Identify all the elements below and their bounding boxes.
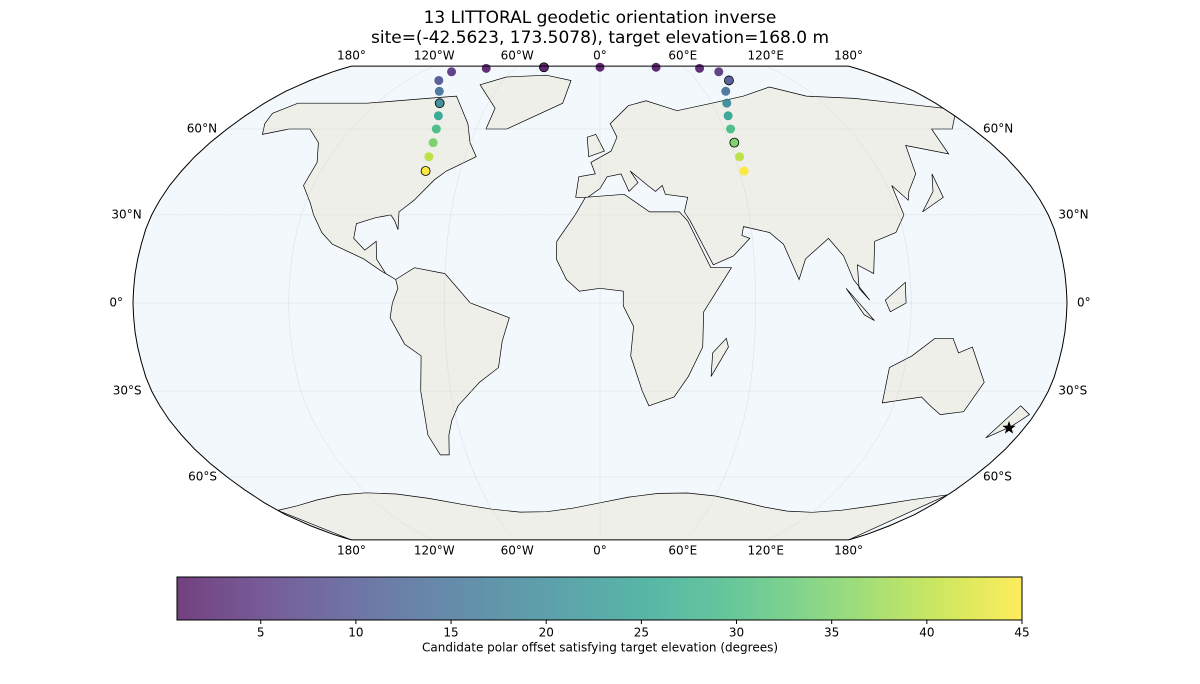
track-point — [595, 62, 605, 72]
lat-tick-label: 60°S — [188, 470, 217, 484]
track-point — [434, 98, 445, 109]
site-marker — [1002, 420, 1016, 434]
landmass — [276, 492, 948, 540]
track-point — [724, 75, 734, 86]
colorbar-tick-label: 35 — [824, 626, 839, 640]
lon-tick-label: 60°E — [668, 544, 697, 558]
colorbar — [176, 576, 1023, 621]
lon-tick-label: 60°E — [668, 49, 697, 63]
lon-tick-label: 180° — [337, 49, 366, 63]
map-outline — [132, 65, 1068, 541]
lat-tick-label: 30°S — [1058, 384, 1087, 398]
lon-tick-label: 120°E — [747, 49, 784, 63]
track-point — [695, 63, 705, 73]
landmass — [389, 267, 510, 456]
landmass — [479, 74, 572, 130]
track-point — [424, 152, 434, 162]
track-point — [428, 138, 438, 148]
lat-tick-label: 60°N — [983, 121, 1013, 135]
lat-tick-label: 60°S — [983, 470, 1012, 484]
track-point — [722, 98, 732, 108]
landmass — [881, 337, 985, 415]
lat-tick-label: 0° — [109, 296, 123, 310]
track-point — [539, 62, 549, 73]
colorbar-tick-label: 40 — [919, 626, 934, 640]
track-point — [434, 86, 444, 96]
lat-tick-label: 30°N — [1058, 207, 1088, 221]
colorbar-tick-label: 10 — [348, 626, 363, 640]
lon-tick-label: 120°W — [414, 49, 455, 63]
lat-tick-label: 0° — [1077, 296, 1091, 310]
colorbar-tick-label: 20 — [539, 626, 554, 640]
track-point — [721, 86, 731, 96]
track-point — [739, 166, 749, 176]
lon-tick-label: 60°W — [501, 49, 534, 63]
colorbar-label: Candidate polar offset satisfying target… — [422, 641, 778, 655]
lon-tick-label: 120°E — [747, 544, 784, 558]
track-point — [420, 166, 431, 176]
lat-tick-label: 30°S — [113, 384, 142, 398]
track — [420, 62, 1016, 434]
landmass — [575, 86, 956, 301]
lon-tick-label: 180° — [834, 544, 863, 558]
lon-tick-label: 180° — [834, 49, 863, 63]
track-point — [726, 124, 736, 134]
lat-tick-label: 60°N — [187, 121, 217, 135]
lon-tick-label: 0° — [593, 49, 607, 63]
track-point — [481, 63, 491, 73]
landmass — [261, 95, 477, 280]
colorbar-tick-label: 25 — [634, 626, 649, 640]
chart-subtitle: site=(-42.5623, 173.5078), target elevat… — [371, 28, 829, 48]
landmass — [845, 288, 875, 321]
track-point — [447, 67, 457, 77]
colorbar-tick-label: 5 — [257, 626, 265, 640]
track-point — [651, 62, 661, 72]
colorbar-tick-label: 30 — [729, 626, 744, 640]
land — [261, 74, 1031, 540]
chart-title: 13 LITTORAL geodetic orientation inverse — [424, 8, 777, 28]
colorbar-tick-label: 45 — [1014, 626, 1029, 640]
lon-tick-label: 180° — [337, 544, 366, 558]
landmass — [710, 337, 729, 377]
colorbar-tick-label: 15 — [443, 626, 458, 640]
track-point — [433, 111, 443, 121]
track-point — [735, 152, 745, 162]
track-point — [729, 137, 740, 148]
track-point — [434, 75, 444, 85]
lon-tick-label: 0° — [593, 544, 607, 558]
lon-tick-label: 60°W — [501, 544, 534, 558]
lon-tick-label: 120°W — [414, 544, 455, 558]
lat-tick-label: 30°N — [111, 207, 141, 221]
track-point — [431, 124, 441, 134]
landmass — [922, 173, 944, 213]
track-point — [714, 67, 724, 77]
track-point — [723, 111, 733, 121]
